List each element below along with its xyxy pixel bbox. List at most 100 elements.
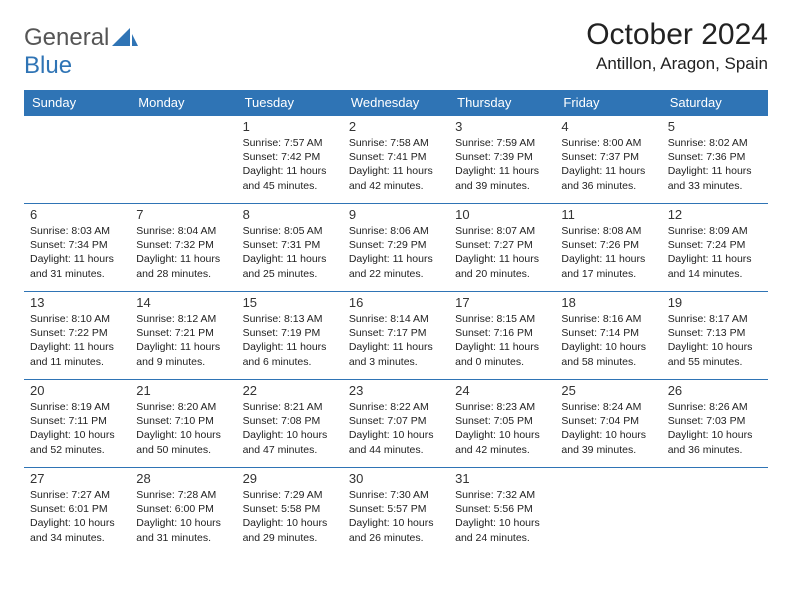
location: Antillon, Aragon, Spain xyxy=(586,54,768,74)
daylight-text-1: Daylight: 10 hours xyxy=(136,516,230,530)
daylight-text-1: Daylight: 10 hours xyxy=(349,428,443,442)
day-number: 17 xyxy=(455,295,549,310)
week-row: 20Sunrise: 8:19 AMSunset: 7:11 PMDayligh… xyxy=(24,380,768,468)
sunset-text: Sunset: 7:29 PM xyxy=(349,238,443,252)
month-title: October 2024 xyxy=(586,18,768,52)
day-number: 20 xyxy=(30,383,124,398)
day-number: 16 xyxy=(349,295,443,310)
sunrise-text: Sunrise: 7:57 AM xyxy=(243,136,337,150)
daylight-text-2: and 33 minutes. xyxy=(668,179,762,193)
day-info: Sunrise: 8:07 AMSunset: 7:27 PMDaylight:… xyxy=(455,224,549,281)
day-number: 18 xyxy=(561,295,655,310)
sunrise-text: Sunrise: 8:16 AM xyxy=(561,312,655,326)
sunset-text: Sunset: 7:32 PM xyxy=(136,238,230,252)
day-info: Sunrise: 8:08 AMSunset: 7:26 PMDaylight:… xyxy=(561,224,655,281)
day-number: 10 xyxy=(455,207,549,222)
sunset-text: Sunset: 7:27 PM xyxy=(455,238,549,252)
day-info: Sunrise: 7:28 AMSunset: 6:00 PMDaylight:… xyxy=(136,488,230,545)
daylight-text-1: Daylight: 11 hours xyxy=(243,164,337,178)
daylight-text-2: and 31 minutes. xyxy=(30,267,124,281)
day-info: Sunrise: 8:26 AMSunset: 7:03 PMDaylight:… xyxy=(668,400,762,457)
day-number: 15 xyxy=(243,295,337,310)
daylight-text-1: Daylight: 10 hours xyxy=(668,428,762,442)
sunrise-text: Sunrise: 8:08 AM xyxy=(561,224,655,238)
daylight-text-2: and 6 minutes. xyxy=(243,355,337,369)
sunrise-text: Sunrise: 8:03 AM xyxy=(30,224,124,238)
daylight-text-2: and 39 minutes. xyxy=(455,179,549,193)
empty-cell xyxy=(130,116,236,204)
day-cell: 6Sunrise: 8:03 AMSunset: 7:34 PMDaylight… xyxy=(24,204,130,292)
sunrise-text: Sunrise: 8:13 AM xyxy=(243,312,337,326)
day-number: 4 xyxy=(561,119,655,134)
day-cell: 5Sunrise: 8:02 AMSunset: 7:36 PMDaylight… xyxy=(662,116,768,204)
day-cell: 14Sunrise: 8:12 AMSunset: 7:21 PMDayligh… xyxy=(130,292,236,380)
day-number: 28 xyxy=(136,471,230,486)
day-info: Sunrise: 8:16 AMSunset: 7:14 PMDaylight:… xyxy=(561,312,655,369)
day-cell: 27Sunrise: 7:27 AMSunset: 6:01 PMDayligh… xyxy=(24,468,130,556)
daylight-text-2: and 28 minutes. xyxy=(136,267,230,281)
daylight-text-1: Daylight: 11 hours xyxy=(561,164,655,178)
daylight-text-2: and 29 minutes. xyxy=(243,531,337,545)
sunset-text: Sunset: 6:01 PM xyxy=(30,502,124,516)
day-info: Sunrise: 8:21 AMSunset: 7:08 PMDaylight:… xyxy=(243,400,337,457)
sunrise-text: Sunrise: 7:29 AM xyxy=(243,488,337,502)
day-cell: 7 Sunrise: 8:04 AMSunset: 7:32 PMDaylight… xyxy=(130,204,236,292)
weekday-header: Tuesday xyxy=(237,90,343,116)
sunrise-text: Sunrise: 8:02 AM xyxy=(668,136,762,150)
sunset-text: Sunset: 7:37 PM xyxy=(561,150,655,164)
daylight-text-2: and 20 minutes. xyxy=(455,267,549,281)
sunset-text: Sunset: 5:58 PM xyxy=(243,502,337,516)
daylight-text-1: Daylight: 10 hours xyxy=(455,516,549,530)
day-number: 31 xyxy=(455,471,549,486)
calendar-body: 1Sunrise: 7:57 AMSunset: 7:42 PMDaylight… xyxy=(24,116,768,556)
sunrise-text: Sunrise: 8:24 AM xyxy=(561,400,655,414)
daylight-text-1: Daylight: 11 hours xyxy=(455,164,549,178)
day-cell: 20Sunrise: 8:19 AMSunset: 7:11 PMDayligh… xyxy=(24,380,130,468)
day-cell: 25Sunrise: 8:24 AMSunset: 7:04 PMDayligh… xyxy=(555,380,661,468)
sunset-text: Sunset: 7:34 PM xyxy=(30,238,124,252)
sunrise-text: Sunrise: 8:26 AM xyxy=(668,400,762,414)
sunset-text: Sunset: 7:05 PM xyxy=(455,414,549,428)
daylight-text-2: and 25 minutes. xyxy=(243,267,337,281)
sunrise-text: Sunrise: 8:20 AM xyxy=(136,400,230,414)
day-cell: 3Sunrise: 7:59 AMSunset: 7:39 PMDaylight… xyxy=(449,116,555,204)
logo-text-general: General xyxy=(24,24,109,51)
week-row: 13Sunrise: 8:10 AMSunset: 7:22 PMDayligh… xyxy=(24,292,768,380)
daylight-text-1: Daylight: 10 hours xyxy=(30,516,124,530)
sunset-text: Sunset: 7:07 PM xyxy=(349,414,443,428)
daylight-text-1: Daylight: 10 hours xyxy=(561,428,655,442)
daylight-text-2: and 9 minutes. xyxy=(136,355,230,369)
calendar-table: SundayMondayTuesdayWednesdayThursdayFrid… xyxy=(24,90,768,556)
week-row: 27Sunrise: 7:27 AMSunset: 6:01 PMDayligh… xyxy=(24,468,768,556)
day-number: 11 xyxy=(561,207,655,222)
daylight-text-1: Daylight: 11 hours xyxy=(30,340,124,354)
sunrise-text: Sunrise: 7:32 AM xyxy=(455,488,549,502)
day-number: 21 xyxy=(136,383,230,398)
daylight-text-2: and 31 minutes. xyxy=(136,531,230,545)
daylight-text-1: Daylight: 11 hours xyxy=(668,164,762,178)
sunset-text: Sunset: 7:19 PM xyxy=(243,326,337,340)
daylight-text-1: Daylight: 10 hours xyxy=(349,516,443,530)
daylight-text-1: Daylight: 11 hours xyxy=(136,252,230,266)
day-cell: 1Sunrise: 7:57 AMSunset: 7:42 PMDaylight… xyxy=(237,116,343,204)
daylight-text-2: and 58 minutes. xyxy=(561,355,655,369)
daylight-text-1: Daylight: 11 hours xyxy=(349,340,443,354)
day-number: 19 xyxy=(668,295,762,310)
sunset-text: Sunset: 7:42 PM xyxy=(243,150,337,164)
sunset-text: Sunset: 7:08 PM xyxy=(243,414,337,428)
day-cell: 9Sunrise: 8:06 AMSunset: 7:29 PMDaylight… xyxy=(343,204,449,292)
day-cell: 29Sunrise: 7:29 AMSunset: 5:58 PMDayligh… xyxy=(237,468,343,556)
daylight-text-1: Daylight: 11 hours xyxy=(561,252,655,266)
empty-cell xyxy=(555,468,661,556)
sunrise-text: Sunrise: 8:04 AM xyxy=(136,224,230,238)
day-info: Sunrise: 8:13 AMSunset: 7:19 PMDaylight:… xyxy=(243,312,337,369)
day-cell: 4Sunrise: 8:00 AMSunset: 7:37 PMDaylight… xyxy=(555,116,661,204)
weekday-header: Thursday xyxy=(449,90,555,116)
day-number: 7 xyxy=(136,207,230,222)
daylight-text-1: Daylight: 11 hours xyxy=(243,252,337,266)
sunset-text: Sunset: 7:17 PM xyxy=(349,326,443,340)
logo-text-blue: Blue xyxy=(24,52,72,79)
daylight-text-2: and 50 minutes. xyxy=(136,443,230,457)
day-cell: 17Sunrise: 8:15 AMSunset: 7:16 PMDayligh… xyxy=(449,292,555,380)
daylight-text-1: Daylight: 10 hours xyxy=(455,428,549,442)
